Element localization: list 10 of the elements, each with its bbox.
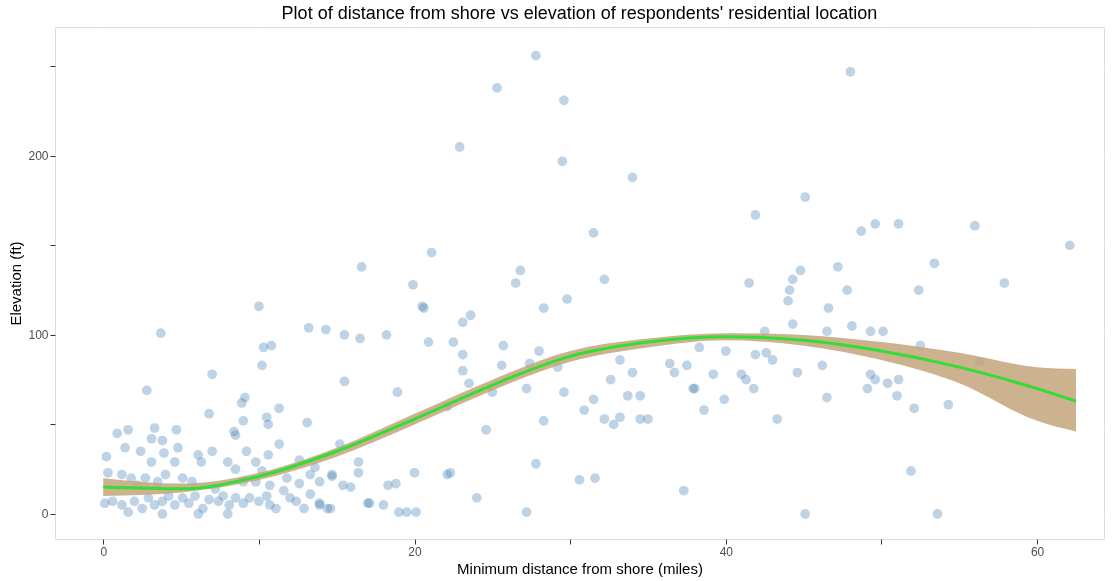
- x-tick-label: 20: [408, 544, 423, 559]
- x-axis-title: Minimum distance from shore (miles): [457, 559, 703, 577]
- x-tick-label: 60: [1030, 544, 1045, 559]
- chart-title: Plot of distance from shore vs elevation of respondents' residential location: [281, 3, 878, 23]
- y-axis-title: Elevation (ft): [7, 241, 25, 326]
- x-tick-label: 40: [719, 544, 734, 559]
- y-tick-label: 200: [28, 149, 49, 164]
- y-tick-label: 100: [28, 328, 49, 343]
- y-tick-label: 0: [41, 507, 49, 522]
- x-tick-label: 0: [100, 544, 108, 559]
